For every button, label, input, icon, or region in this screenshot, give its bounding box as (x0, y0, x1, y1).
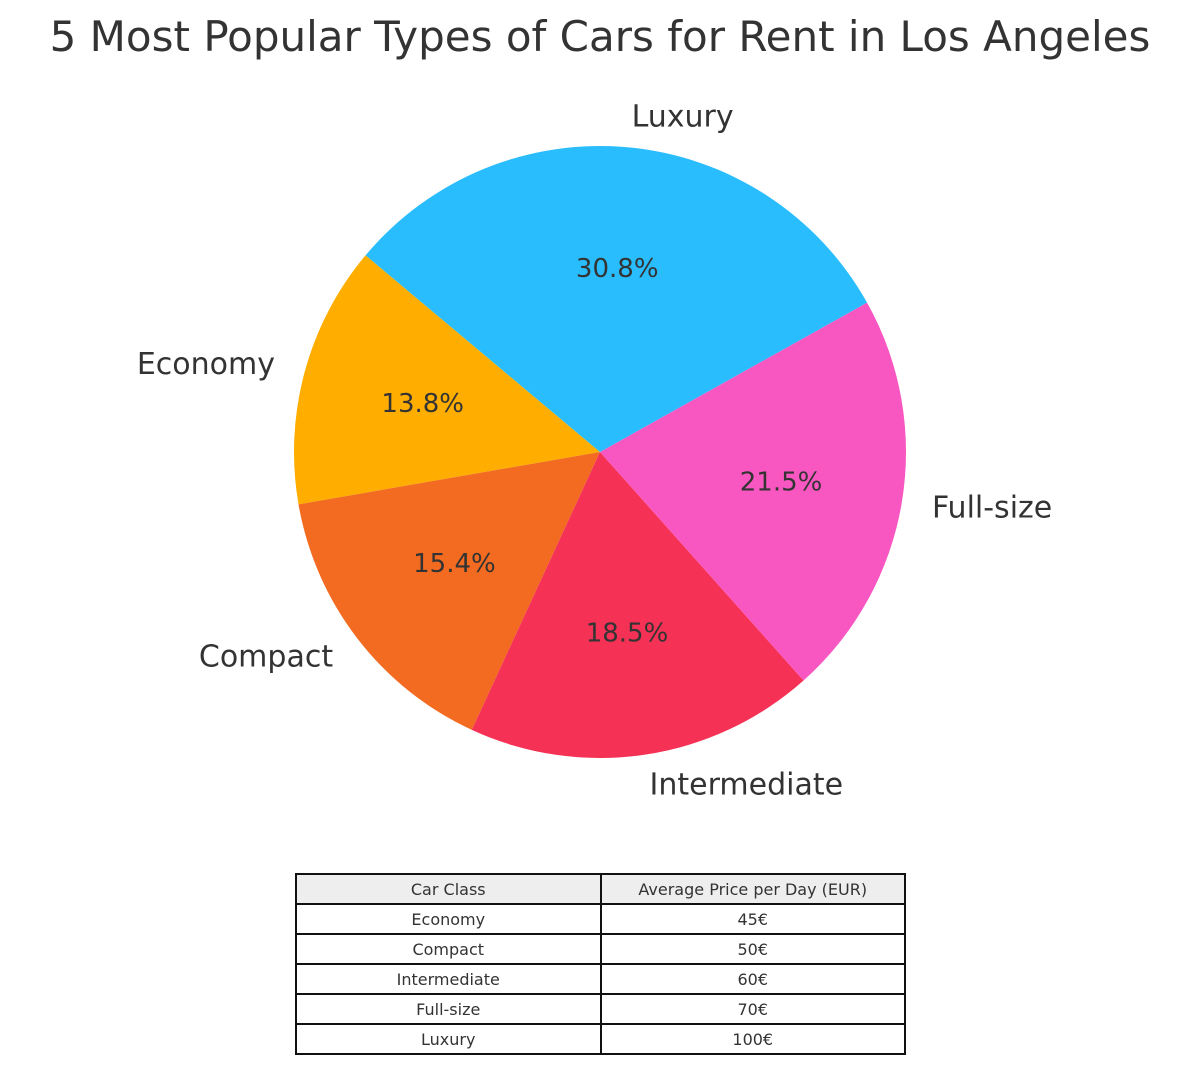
pie-slice-luxury (365, 146, 868, 452)
percent-label: 30.8% (576, 254, 659, 284)
table-row: Intermediate 60€ (295, 963, 906, 995)
price-table: Car Class Average Price per Day (EUR) Ec… (295, 873, 906, 1055)
pie-slice-intermediate (471, 452, 804, 758)
pie-chart: 13.8% Economy 15.4% Compact 18.5% Intermediat… (137, 99, 1052, 802)
cell-price: 45€ (599, 903, 906, 935)
cell-price: 60€ (599, 963, 906, 995)
cell-class: Compact (295, 933, 602, 965)
pie-slice-economy (294, 255, 600, 505)
table-row: Compact 50€ (295, 933, 906, 965)
percent-label: 13.8% (381, 389, 464, 419)
percent-label: 21.5% (740, 467, 823, 497)
category-label: Full-size (932, 490, 1052, 525)
cell-price: 50€ (599, 933, 906, 965)
percent-label: 18.5% (586, 619, 669, 649)
table-header-row: Car Class Average Price per Day (EUR) (295, 873, 906, 905)
category-label: Intermediate (650, 767, 844, 802)
cell-price: 100€ (599, 1023, 906, 1055)
cell-class: Intermediate (295, 963, 602, 995)
cell-class: Luxury (295, 1023, 602, 1055)
category-label: Economy (137, 347, 275, 382)
percent-label: 15.4% (413, 549, 496, 579)
table-row: Economy 45€ (295, 903, 906, 935)
cell-class: Economy (295, 903, 602, 935)
header-price: Average Price per Day (EUR) (599, 873, 906, 905)
cell-price: 70€ (599, 993, 906, 1025)
cell-class: Full-size (295, 993, 602, 1025)
pie-slice-full-size (600, 302, 906, 681)
category-label: Compact (199, 640, 333, 675)
table-row: Luxury 100€ (295, 1023, 906, 1055)
table-row: Full-size 70€ (295, 993, 906, 1025)
category-label: Luxury (632, 99, 734, 134)
pie-slice-compact (298, 452, 600, 730)
header-car-class: Car Class (295, 873, 602, 905)
chart-title: 5 Most Popular Types of Cars for Rent in… (49, 12, 1151, 61)
